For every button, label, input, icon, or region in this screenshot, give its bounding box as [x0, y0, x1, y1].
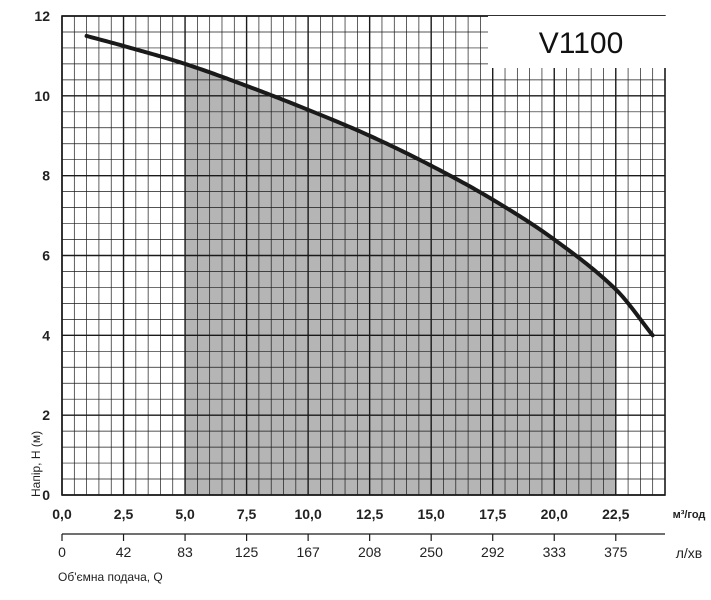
x-tick-label: 7,5 — [237, 506, 257, 522]
x2-tick-label: 83 — [177, 544, 193, 560]
x2-axis-ticks: 0 42 83 125 167 208 250 292 333 375 — [58, 534, 628, 560]
x2-tick-label: 250 — [420, 544, 444, 560]
x2-tick-label: 167 — [296, 544, 320, 560]
x2-tick-label: 208 — [358, 544, 382, 560]
y-tick-label: 8 — [42, 168, 50, 184]
x2-tick-label: 42 — [116, 544, 132, 560]
curve-layer — [84, 33, 655, 338]
x-tick-label: 10,0 — [294, 506, 321, 522]
operating-range-shade — [185, 63, 616, 496]
x2-tick-label: 333 — [543, 544, 567, 560]
y-axis-ticks: 0 2 4 6 8 10 12 — [34, 8, 50, 503]
x-tick-label: 22,5 — [602, 506, 629, 522]
y-tick-label: 2 — [42, 407, 50, 423]
x-axis-title: Об'ємна подача, Q — [58, 570, 163, 584]
x-tick-label: 17,5 — [479, 506, 506, 522]
y-tick-label: 4 — [42, 327, 50, 343]
x-axis-ticks: 0,0 2,5 5,0 7,5 10,0 12,5 15,0 17,5 20,0 22,5 — [52, 506, 629, 522]
operating-range-area — [185, 63, 616, 496]
y-axis-title: Напір, H (м) — [29, 431, 43, 497]
y-tick-label: 6 — [42, 248, 50, 264]
y-tick-label: 12 — [34, 8, 50, 24]
pump-curve-line — [84, 33, 655, 338]
chart-title: V1100 — [539, 27, 624, 60]
x-tick-label: 15,0 — [418, 506, 445, 522]
y-tick-label: 0 — [42, 487, 50, 503]
x2-axis-unit: л/хв — [676, 545, 703, 561]
plot-frame — [61, 15, 666, 496]
x-tick-label: 5,0 — [175, 506, 195, 522]
title-box — [488, 16, 674, 68]
x-tick-label: 2,5 — [114, 506, 134, 522]
x2-tick-label: 292 — [481, 544, 505, 560]
x2-tick-label: 0 — [58, 544, 66, 560]
y-tick-label: 10 — [34, 88, 50, 104]
x-tick-label: 20,0 — [541, 506, 568, 522]
x-axis-unit: м³/год — [673, 509, 706, 521]
x2-tick-label: 125 — [235, 544, 259, 560]
x-tick-label: 0,0 — [52, 506, 72, 522]
x-tick-label: 12,5 — [356, 506, 383, 522]
grid — [61, 15, 666, 496]
x2-tick-label: 375 — [604, 544, 628, 560]
